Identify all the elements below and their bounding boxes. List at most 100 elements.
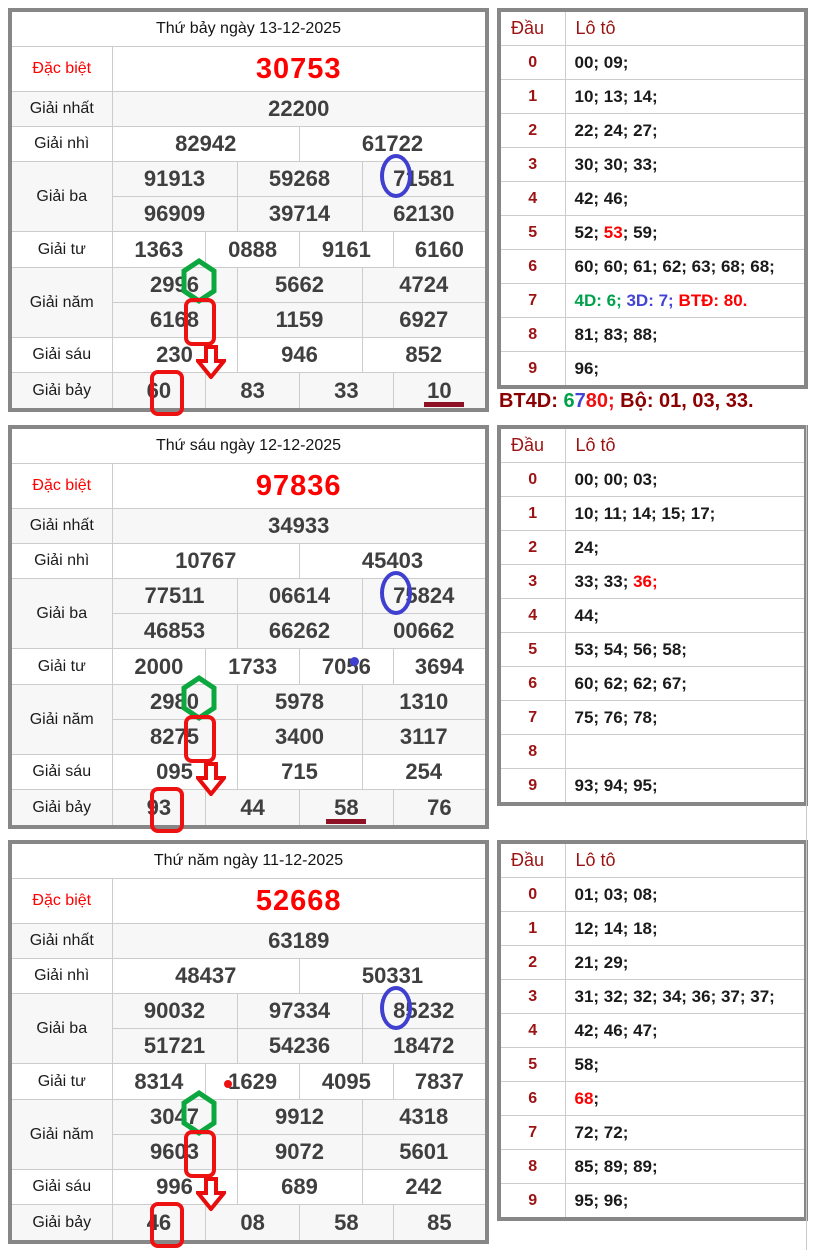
prize-value: 230	[111, 337, 238, 373]
prize-label: Giải năm	[9, 267, 113, 338]
loto-seg: ;	[593, 1088, 600, 1108]
prize-label: Giải bảy	[9, 789, 113, 828]
loto-seg: 31; 32; 32; 34; 36; 37; 37;	[574, 986, 775, 1006]
loto-column-header: Lô tô	[564, 9, 807, 46]
loto-values: 10; 11; 14; 15; 17;	[564, 496, 807, 531]
prize-value: 7056	[299, 648, 394, 685]
prize-value: 5601	[361, 1134, 488, 1170]
dau-digit: 2	[498, 113, 566, 148]
prize-value: 50331	[299, 958, 488, 994]
prize-value: 18472	[361, 1028, 488, 1064]
prize-label: Giải tư	[9, 648, 113, 685]
loto-values: 96;	[564, 351, 807, 388]
loto-values: 60; 62; 62; 67;	[564, 666, 807, 701]
prize-value: 3694	[392, 648, 488, 685]
bt4d-summary-line: BT4D: 6780; Bộ: 01, 03, 33.	[499, 390, 754, 413]
loto-seg: 4D: 6;	[574, 290, 627, 310]
prize-value: 2996	[111, 267, 238, 303]
prize-value: 6160	[392, 231, 488, 268]
loto-values: 53; 54; 56; 58;	[564, 632, 807, 667]
prize-value: 58	[299, 1204, 394, 1243]
prize-value: 2980	[111, 684, 238, 720]
dau-digit: 5	[498, 1047, 566, 1082]
prize-label-special: Đặc biệt	[9, 463, 113, 509]
dau-digit: 7	[498, 283, 566, 318]
loto-values: 93; 94; 95;	[564, 768, 807, 805]
loto-values: 33; 33; 36;	[564, 564, 807, 599]
prize-value: 34933	[111, 508, 488, 544]
dau-digit: 4	[498, 1013, 566, 1048]
prize-value: 46	[111, 1204, 207, 1243]
loto-values: 60; 60; 61; 62; 63; 68; 68;	[564, 249, 807, 284]
dau-digit: 6	[498, 1081, 566, 1116]
dau-digit: 8	[498, 317, 566, 352]
loto-values: 81; 83; 88;	[564, 317, 807, 352]
dau-digit: 7	[498, 1115, 566, 1150]
prize-value-special: 52668	[111, 878, 488, 924]
prize-label: Giải sáu	[9, 1169, 113, 1205]
prize-value: 76	[392, 789, 488, 828]
loto-seg: 10; 13; 14;	[574, 86, 658, 106]
loto-seg: 93; 94; 95;	[574, 775, 658, 795]
date-title: Thứ năm ngày 11-12-2025	[9, 841, 488, 879]
prize-value: 242	[361, 1169, 488, 1205]
prize-value: 06614	[236, 578, 363, 614]
prize-value: 715	[236, 754, 363, 790]
loto-seg: 52;	[574, 222, 604, 242]
loto-seg: 00; 09;	[574, 52, 629, 72]
loto-values: 52; 53; 59;	[564, 215, 807, 250]
prize-value: 9603	[111, 1134, 238, 1170]
loto-seg: 81; 83; 88;	[574, 324, 658, 344]
dau-digit: 1	[498, 79, 566, 114]
dau-digit: 0	[498, 462, 566, 497]
prize-value: 689	[236, 1169, 363, 1205]
loto-seg: 01; 03; 08;	[574, 884, 658, 904]
results-table-fri-12-12: Thứ sáu ngày 12-12-2025 Đặc biệt 97836 Gi…	[8, 425, 489, 833]
prize-label: Giải ba	[9, 578, 113, 649]
dau-digit: 0	[498, 877, 566, 912]
dau-digit: 1	[498, 496, 566, 531]
dau-digit: 6	[498, 666, 566, 701]
prize-label-special: Đặc biệt	[9, 878, 113, 924]
lottery-results-table: Thứ sáu ngày 12-12-2025 Đặc biệt 97836 Gi…	[8, 425, 489, 829]
dau-digit: 0	[498, 45, 566, 80]
dau-digit: 9	[498, 351, 566, 388]
prize-value: 58	[299, 789, 394, 828]
prize-value: 51721	[111, 1028, 238, 1064]
loto-seg: 53	[603, 222, 623, 242]
prize-value: 4724	[361, 267, 488, 303]
prize-value: 82942	[111, 126, 300, 162]
prize-value: 77511	[111, 578, 238, 614]
prize-value: 22200	[111, 91, 488, 127]
loto-values: 00; 09;	[564, 45, 807, 80]
prize-value: 10	[392, 372, 488, 411]
loto-values	[564, 734, 807, 769]
prize-label: Giải ba	[9, 993, 113, 1064]
dau-digit: 7	[498, 700, 566, 735]
prize-value: 83	[205, 372, 300, 411]
dau-column-header: Đầu	[498, 841, 566, 878]
loto-values: 01; 03; 08;	[564, 877, 807, 912]
loto-values: 68;	[564, 1081, 807, 1116]
prize-label: Giải nhì	[9, 126, 113, 162]
prize-value: 97334	[236, 993, 363, 1029]
prize-value: 254	[361, 754, 488, 790]
prize-value: 095	[111, 754, 238, 790]
prize-value: 9072	[236, 1134, 363, 1170]
loto-seg: 53; 54; 56; 58;	[574, 639, 687, 659]
prize-value: 45403	[299, 543, 488, 579]
dau-digit: 6	[498, 249, 566, 284]
prize-value: 3117	[361, 719, 488, 755]
loto-seg: 85; 89; 89;	[574, 1156, 658, 1176]
dau-digit: 5	[498, 632, 566, 667]
prize-value: 85	[392, 1204, 488, 1243]
loto-values: 75; 76; 78;	[564, 700, 807, 735]
prize-label: Giải nhất	[9, 508, 113, 544]
prize-label: Giải năm	[9, 684, 113, 755]
prize-value: 3400	[236, 719, 363, 755]
results-table-sat-13-12: Thứ bảy ngày 13-12-2025 Đặc biệt 30753 Gi…	[8, 8, 489, 416]
prize-value: 59268	[236, 161, 363, 197]
prize-value: 61722	[299, 126, 488, 162]
prize-value: 90032	[111, 993, 238, 1029]
dau-digit: 9	[498, 1183, 566, 1220]
